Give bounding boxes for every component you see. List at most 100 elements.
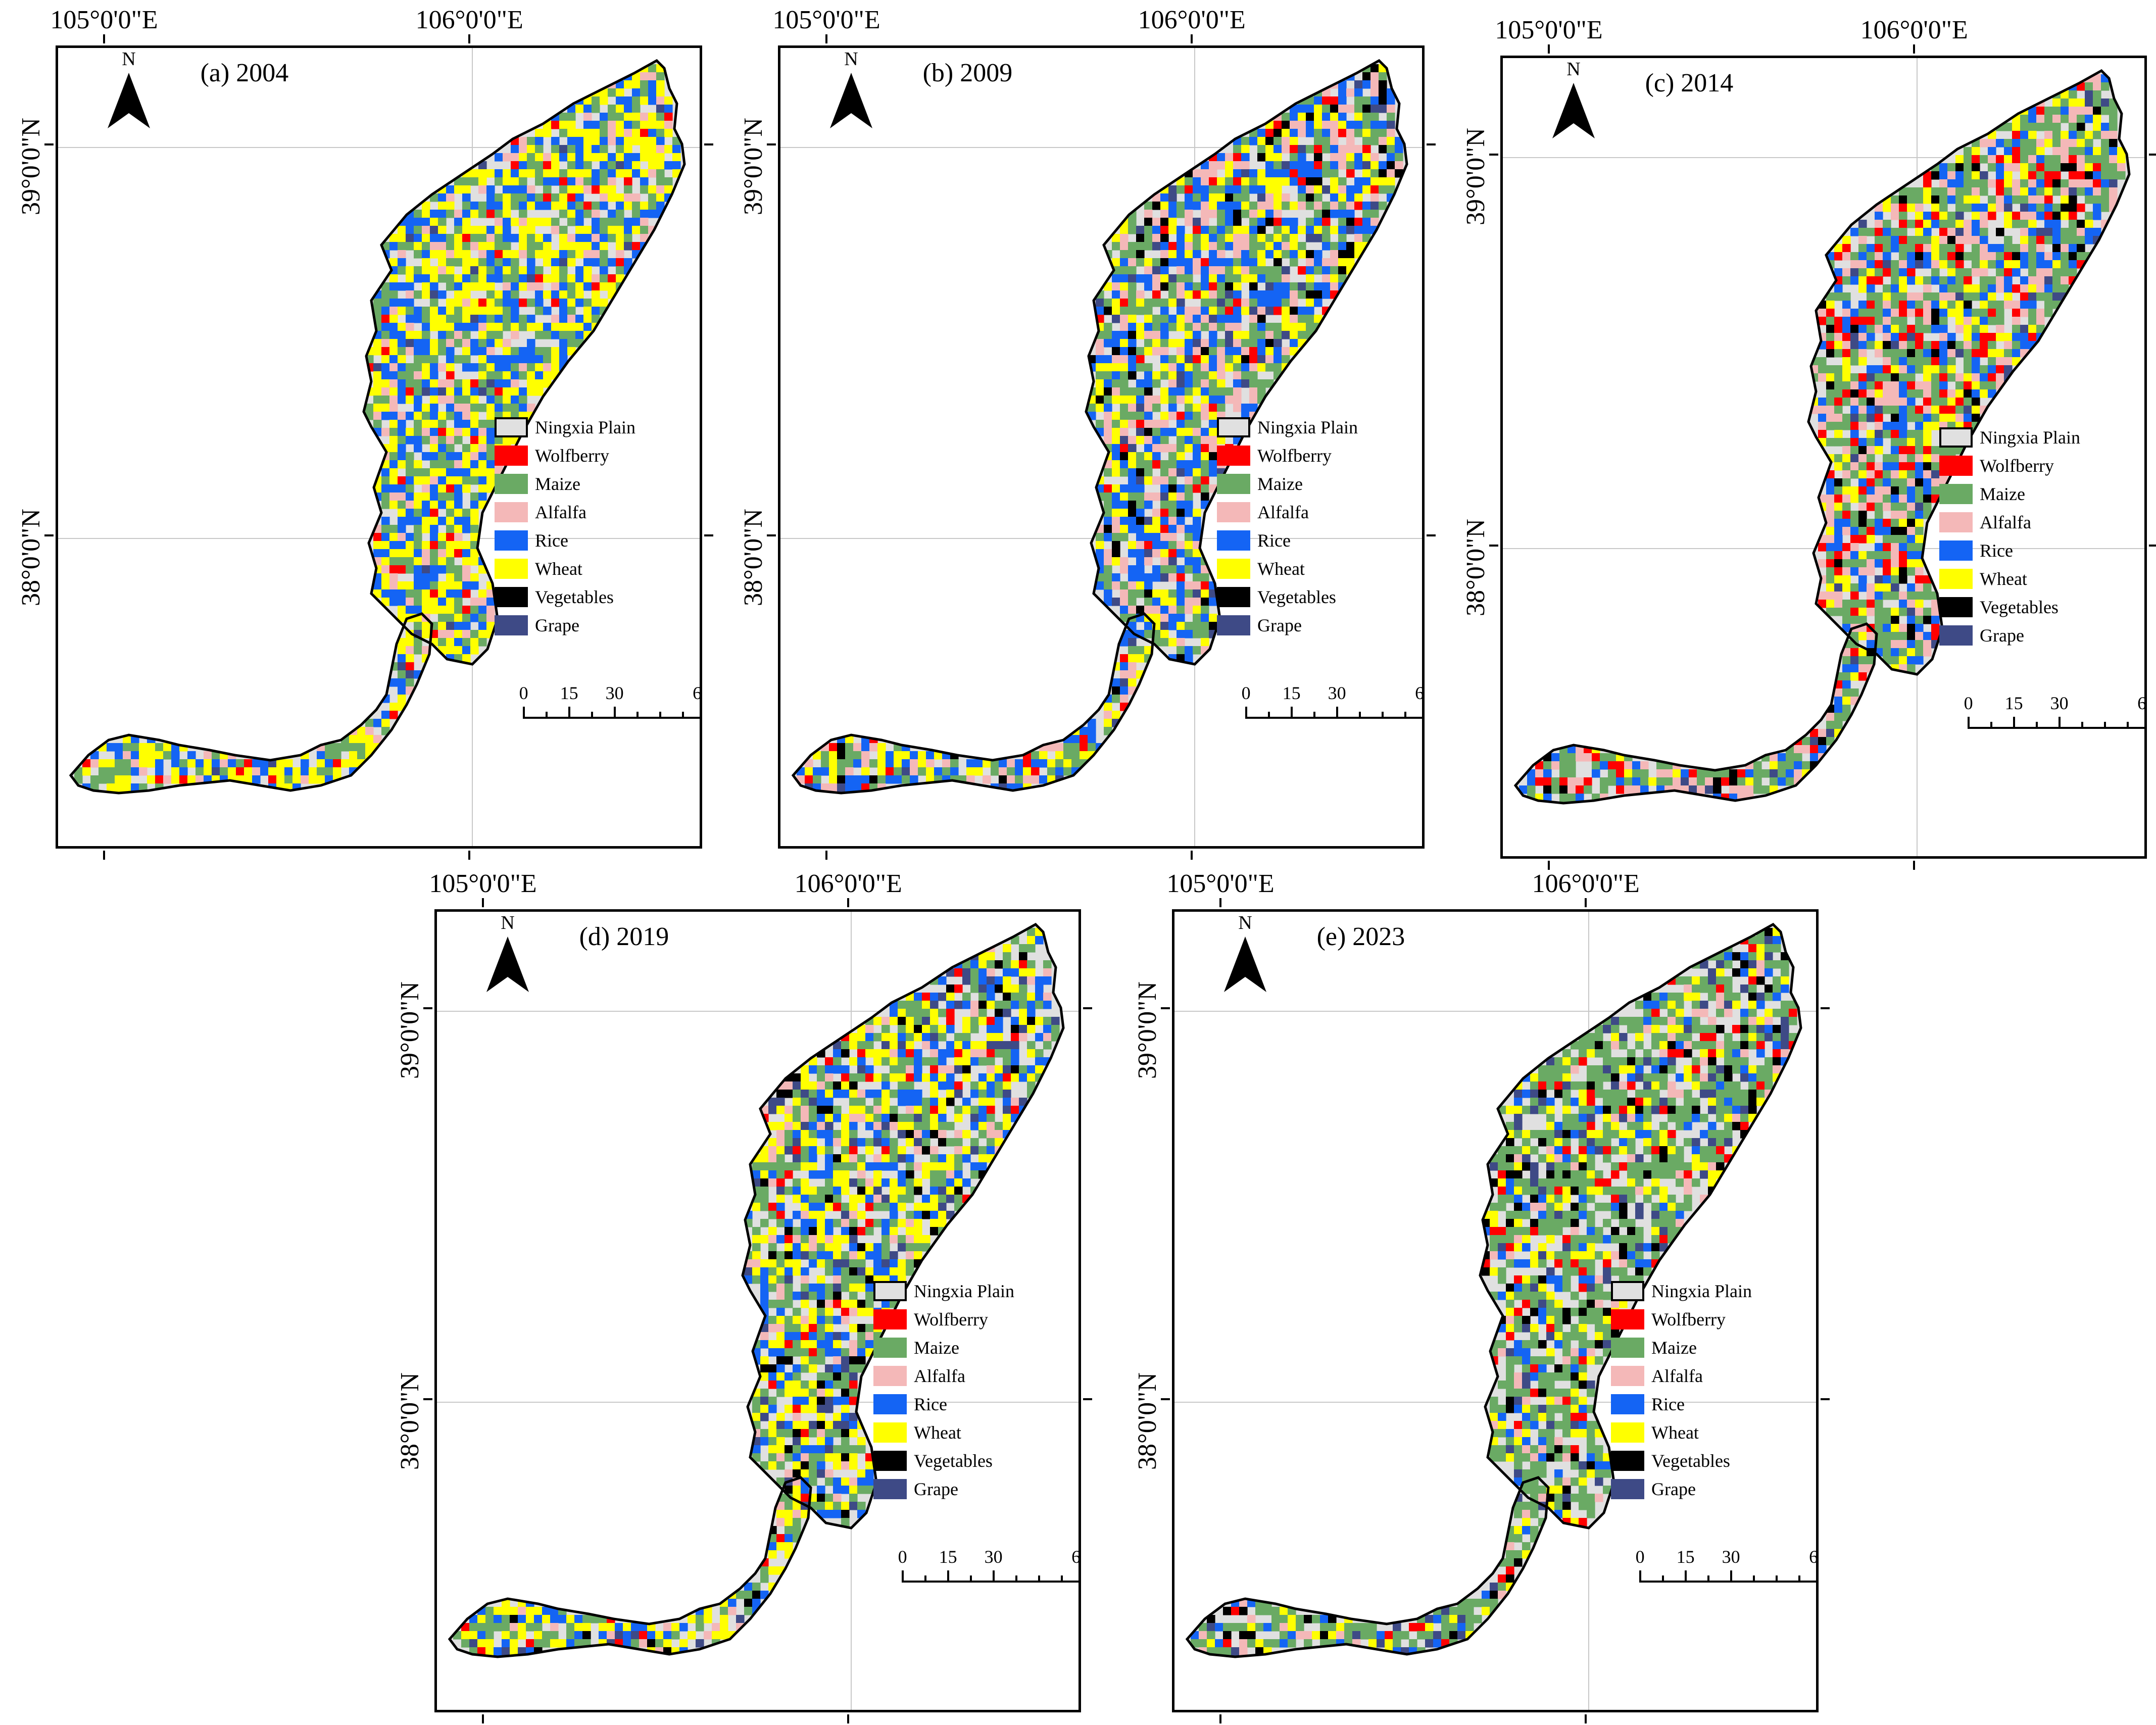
crop-cell-vegetables <box>1314 177 1322 186</box>
crop-cell-maize <box>1104 573 1112 582</box>
crop-cell-wheat <box>616 193 624 202</box>
crop-cell-rice <box>115 751 123 760</box>
crop-cell-maize <box>1193 371 1201 380</box>
crop-cell-rice <box>495 404 503 412</box>
crop-cell-alfalfa <box>478 428 487 436</box>
crop-cell-vegetables <box>1729 777 1738 786</box>
crop-cell-grape <box>1128 638 1137 647</box>
crop-cell-alfalfa <box>983 775 991 784</box>
crop-cell-alfalfa <box>656 185 665 194</box>
crop-cell-maize <box>1826 567 1835 576</box>
crop-cell-wheat <box>486 323 495 331</box>
crop-cell-alfalfa <box>1201 379 1209 388</box>
crop-cell-wheat <box>995 1033 1003 1042</box>
crop-cell-rice <box>1745 769 1754 778</box>
crop-cell-wheat <box>470 533 479 541</box>
crop-cell-maize <box>1330 169 1339 178</box>
crop-cell-rice <box>2061 107 2069 115</box>
crop-cell-wheat <box>849 1033 858 1042</box>
crop-cell-wheat <box>535 250 544 259</box>
crop-cell-maize <box>527 234 535 242</box>
crop-cell-rice <box>1330 161 1339 170</box>
crop-cell-alfalfa <box>2028 179 2037 188</box>
crop-cell-rice <box>1875 212 1883 220</box>
crop-cell-rice <box>1810 753 1819 762</box>
crop-cell-grape <box>2020 325 2029 333</box>
crop-cell-maize <box>1379 185 1387 194</box>
crop-cell-rice <box>486 258 495 267</box>
crop-cell-maize <box>462 177 471 186</box>
crop-cell-rice <box>1616 777 1625 786</box>
scale-tick-label: 0 <box>1964 693 1973 714</box>
crop-cell-wheat <box>430 323 438 331</box>
crop-cell-maize <box>1947 284 1956 293</box>
crop-cell-maize <box>1362 121 1371 129</box>
crop-cell-rice <box>2093 212 2101 220</box>
crop-cell-alfalfa <box>2077 107 2085 115</box>
crop-cell-alfalfa <box>2044 268 2053 277</box>
crop-cell-maize <box>1923 341 1932 350</box>
crop-cell-alfalfa <box>1875 325 1883 333</box>
crop-cell-maize <box>1128 242 1137 251</box>
crop-cell-maize <box>535 347 544 356</box>
crop-cell-rice <box>1185 557 1193 566</box>
crop-cell-rice <box>519 387 527 396</box>
crop-cell-rice <box>486 428 495 436</box>
crop-cell-grape <box>1964 406 1972 414</box>
crop-cell-maize <box>1249 339 1258 348</box>
crop-cell-rice <box>1330 210 1339 218</box>
crop-cell-maize <box>414 266 422 275</box>
crop-cell-alfalfa <box>422 549 430 558</box>
crop-cell-alfalfa <box>1160 557 1169 566</box>
crop-cell-wheat <box>559 323 568 331</box>
crop-cell-wheat <box>543 274 552 283</box>
crop-cell-rice <box>1875 365 1883 374</box>
crop-cell-rice <box>430 573 438 582</box>
crop-cell-wolfberry <box>1576 785 1584 794</box>
crop-cell-alfalfa <box>865 1025 874 1033</box>
region-boundary-south <box>791 612 1156 795</box>
crop-cell-wolfberry <box>470 379 479 388</box>
crop-cell-alfalfa <box>1867 632 1875 640</box>
crop-cell-maize <box>462 202 471 210</box>
crop-cell-wolfberry <box>1955 260 1964 269</box>
crop-cell-rice <box>1322 129 1331 137</box>
map-panel-b: (b) 2009 N Ningxia Plain Wolfberry Maize Alfa… <box>739 6 1436 860</box>
crop-cell-wheat <box>1112 484 1120 493</box>
crop-cell-rice <box>1314 282 1322 291</box>
crop-cell-wheat <box>422 492 430 501</box>
crop-cell-vegetables <box>1891 527 1899 535</box>
longitude-label: 106°0'0"E <box>415 6 523 34</box>
crop-cell-grape <box>1160 573 1169 582</box>
crop-cell-maize <box>881 1057 890 1066</box>
crop-cell-maize <box>1891 503 1899 511</box>
crop-cell-wheat <box>1362 185 1371 194</box>
crop-cell-rice <box>1907 486 1916 495</box>
crop-cell-alfalfa <box>1152 492 1161 501</box>
crop-cell-rice <box>430 452 438 461</box>
crop-cell-alfalfa <box>1939 292 1948 301</box>
crop-cell-alfalfa <box>1632 785 1641 794</box>
crop-cell-maize <box>1947 212 1956 220</box>
crop-cell-rice <box>486 355 495 364</box>
crop-cell-rice <box>575 193 584 202</box>
crop-cell-wheat <box>1899 656 1907 665</box>
crop-cell-rice <box>1177 234 1185 242</box>
crop-cell-wheat <box>519 242 527 251</box>
crop-cell-maize <box>107 775 115 784</box>
crop-cell-wheat <box>1003 944 1011 953</box>
crop-cell-maize <box>2069 220 2077 228</box>
crop-cell-maize <box>1160 315 1169 323</box>
crop-cell-maize <box>486 266 495 275</box>
crop-cell-maize <box>1931 373 1940 382</box>
crop-cell-rice <box>914 993 922 1001</box>
crop-cell-rice <box>583 105 592 113</box>
crop-cell-maize <box>898 1025 906 1033</box>
crop-cell-grape <box>1177 379 1185 388</box>
crop-cell-maize <box>2044 123 2053 131</box>
crop-cell-maize <box>1656 777 1665 786</box>
crop-cell-rice <box>1354 153 1363 162</box>
crop-cell-rice <box>1035 1057 1044 1066</box>
crop-cell-rice <box>1964 414 1972 422</box>
crop-cell-alfalfa <box>406 323 414 331</box>
